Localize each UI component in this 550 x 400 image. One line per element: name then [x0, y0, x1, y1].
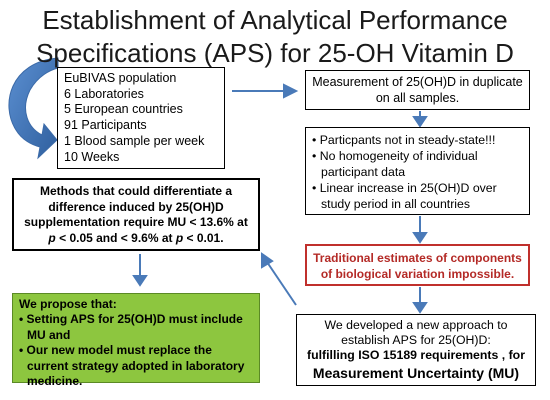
propose-bullet: • Our new model must replace the current… — [19, 343, 245, 389]
population-line: 91 Participants — [64, 118, 147, 133]
population-line: 6 Laboratories — [64, 86, 144, 101]
title-line-1: Establishment of Analytical Performance — [42, 5, 508, 35]
methods-box: Methods that could differentiate a diffe… — [12, 178, 260, 251]
population-line: 5 European countries — [64, 102, 183, 117]
p-symbol: p — [175, 231, 184, 246]
arrow-down-icon — [132, 254, 148, 287]
arrow-right-icon — [232, 83, 299, 99]
arrow-diagonal-icon — [261, 252, 297, 306]
population-box: EuBIVAS population 6 Laboratories 5 Euro… — [57, 67, 225, 169]
population-line: EuBIVAS population — [64, 71, 177, 85]
methods-line: supplementation require MU < 13.6% at — [24, 215, 248, 230]
findings-box: • Particpants not in steady-state!!! • N… — [305, 127, 530, 215]
arrow-down-icon — [412, 216, 428, 244]
methods-fragment: < 0.01. — [183, 231, 224, 246]
page-title: Establishment of Analytical Performance … — [0, 4, 550, 70]
approach-line: establish APS for 25(OH)D: — [341, 333, 491, 348]
population-line: 10 Weeks — [64, 149, 120, 164]
arrow-down-icon — [412, 111, 428, 128]
traditional-box: Traditional estimates of components of b… — [305, 244, 530, 286]
population-line: 1 Blood sample per week — [64, 133, 205, 148]
approach-mu-line: Measurement Uncertainty (MU) — [312, 364, 520, 381]
methods-line: difference induced by 25(OH)D — [48, 199, 224, 214]
findings-bullet: • No homogeneity of individual participa… — [312, 149, 478, 179]
approach-line: fulfilling ISO 15189 requirements , for — [307, 348, 525, 363]
approach-box: We developed a new approach to establish… — [296, 314, 536, 386]
title-line-2: Specifications (APS) for 25-OH Vitamin D — [36, 38, 514, 68]
measurement-text: Measurement of 25(OH)D in duplicate on a… — [312, 75, 523, 105]
measurement-box: Measurement of 25(OH)D in duplicate on a… — [305, 70, 530, 110]
findings-bullet: • Linear increase in 25(OH)D over study … — [312, 181, 497, 211]
propose-box: We propose that: • Setting APS for 25(OH… — [12, 293, 260, 388]
findings-bullet: • Particpants not in steady-state!!! — [312, 133, 496, 147]
methods-line: Methods that could differentiate a — [39, 184, 232, 198]
propose-heading: We propose that: — [19, 297, 117, 311]
arrow-down-icon — [412, 287, 428, 314]
approach-line: We developed a new approach to — [324, 318, 508, 332]
traditional-text: Traditional estimates of components of b… — [313, 251, 522, 281]
methods-line: p < 0.05 and < 9.6% at p < 0.01. — [20, 231, 252, 247]
propose-bullet: • Setting APS for 25(OH)D must include M… — [19, 312, 243, 342]
p-symbol: p — [48, 231, 56, 246]
methods-fragment: < 0.05 and < 9.6% at — [55, 231, 176, 246]
curved-arrow-icon — [8, 57, 59, 160]
